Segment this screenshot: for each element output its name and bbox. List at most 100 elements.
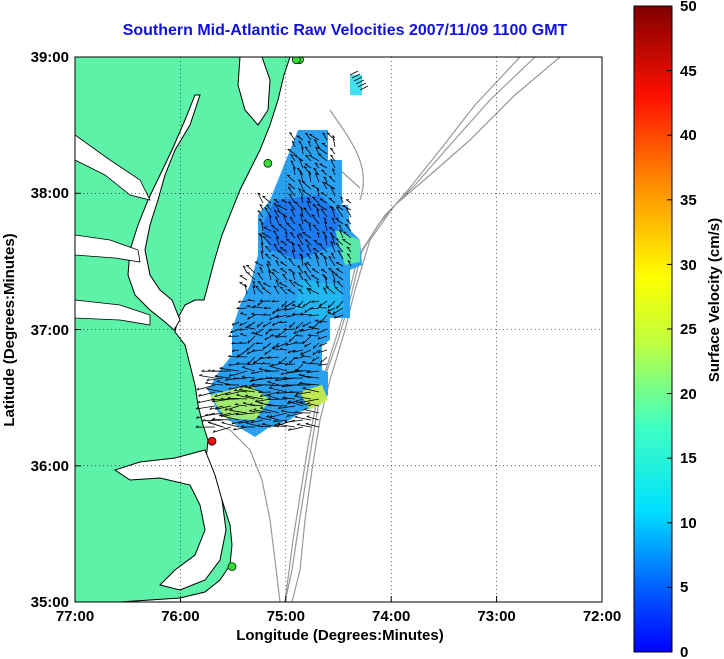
velocity-arrow [219,367,240,372]
velocity-arrow-head [299,400,303,404]
velocity-arrow-head [214,374,218,377]
velocity-arrow-head [329,232,333,234]
velocity-arrow [284,419,304,423]
velocity-arrow-head [315,319,319,322]
colorbar-ticks [667,5,672,588]
velocity-arrow [195,405,216,410]
velocity-arrow [271,254,280,260]
velocity-arrow [246,264,256,274]
velocity-arrow [288,426,304,431]
velocity-arrow-head [265,376,269,379]
velocity-arrow [328,256,336,267]
velocity-arrow [334,314,344,319]
velocity-arrow-head [251,378,255,382]
velocity-arrow [241,366,256,372]
velocity-arrow [250,419,264,424]
velocity-arrow-head [299,253,303,256]
velocity-arrow [320,356,328,364]
velocity-arrow-head [247,316,250,320]
velocity-arrow [312,204,320,211]
velocity-arrow [330,154,336,162]
velocity-arrow-head [240,385,244,388]
velocity-arrow-head [335,242,339,245]
velocity-arrow [359,85,369,91]
velocity-arrow [312,356,320,362]
velocity-arrow [231,342,240,345]
velocity-arrow-head [196,416,199,419]
velocity-arrow [317,335,328,340]
velocity-arrow-head [269,376,272,379]
velocity-arrow-head [206,378,210,381]
velocity-arrow [305,154,312,162]
velocity-arrow-head [285,362,289,366]
velocity-arrow-head [313,167,317,170]
velocity-arrow [285,231,288,239]
velocity-arrow [291,241,296,253]
velocity-arrow-head [306,200,310,204]
velocity-arrow-head [224,378,228,381]
velocity-arrow [281,199,288,204]
velocity-arrow-head [304,263,308,266]
velocity-arrow-head [324,276,328,279]
velocity-arrow [290,208,296,218]
velocity-arrow [331,235,336,246]
velocity-arrow-head [302,304,305,308]
velocity-arrow-head [318,303,322,307]
velocity-arrow [309,314,320,317]
velocity-arrow [331,217,336,225]
velocity-arrow [320,208,328,218]
velocity-arrow [228,335,240,337]
velocity-arrow [320,269,328,274]
velocity-arrow [293,281,304,288]
velocity-arrow-head [297,265,301,268]
velocity-arrow-head [331,270,335,273]
velocity-arrow-head [305,154,309,157]
velocity-arrow-head [305,422,309,425]
velocity-arrow [246,305,256,309]
velocity-arrow [318,349,328,354]
velocity-arrows [195,70,369,433]
velocity-arrow [272,230,280,239]
velocity-arrow-head [331,217,335,220]
velocity-arrow-head [318,243,323,245]
velocity-arrow [335,238,344,246]
velocity-arrow-head [286,222,290,225]
velocity-arrow [215,405,232,410]
velocity-arrow [267,395,280,400]
velocity-arrow [302,335,312,345]
velocity-arrow [304,239,312,246]
velocity-arrow-head [264,351,267,355]
velocity-arrow [251,349,264,352]
velocity-arrow [262,282,272,288]
station-marker [291,57,301,65]
velocity-arrow-head [276,422,281,425]
velocity-arrow [206,388,224,393]
colorbar [633,5,673,653]
velocity-arrow [242,402,256,407]
velocity-arrow-head [232,377,236,380]
velocity-arrow-head [292,272,295,276]
velocity-arrow [280,240,288,246]
velocity-arrow-head [298,223,302,226]
velocity-arrow [319,163,328,169]
velocity-arrow [289,321,296,329]
velocity-arrow [330,186,336,197]
velocity-arrow [273,285,280,295]
velocity-arrow-head [278,224,282,226]
velocity-arrow [324,276,328,288]
x-axis-label: Longitude (Degrees:Minutes) [236,627,444,644]
velocity-arrow-head [318,305,322,308]
station-marker [227,562,237,571]
velocity-arrow-head [259,394,263,397]
velocity-arrow [289,356,296,364]
velocity-arrow-head [314,252,318,255]
velocity-arrow [335,243,344,253]
velocity-arrow-head [261,242,264,246]
velocity-arrow-head [229,408,233,411]
velocity-arrow-head [288,183,292,185]
velocity-arrow [298,233,304,239]
velocity-arrow-head [330,158,334,162]
velocity-arrow-head [255,341,259,345]
velocity-arrow [227,397,248,400]
velocity-arrow [323,176,328,183]
